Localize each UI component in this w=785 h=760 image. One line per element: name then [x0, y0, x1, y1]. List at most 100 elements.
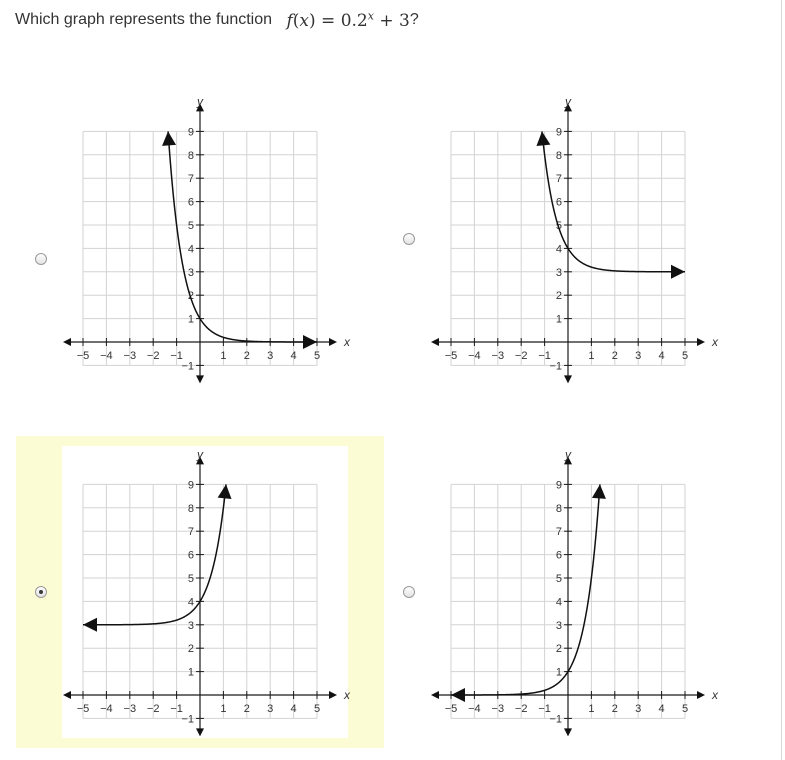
y-axis-label: y [564, 447, 572, 461]
eq-mid: ) = 0.2 [309, 10, 368, 31]
x-tick-label: −5 [445, 350, 458, 362]
x-tick-label: −2 [515, 703, 528, 715]
option-d-radio[interactable] [403, 586, 415, 598]
x-tick-label: −4 [100, 350, 113, 362]
y-axis-label: y [196, 94, 204, 108]
x-tick-label: −2 [147, 350, 160, 362]
y-tick-label: 5 [188, 220, 194, 232]
y-tick-label: 6 [556, 550, 562, 562]
question-text: Which graph represents the function f(x)… [15, 9, 419, 31]
y-tick-label: 7 [556, 173, 562, 185]
x-tick-label: 3 [635, 350, 641, 362]
x-tick-label: −5 [445, 703, 458, 715]
x-tick-label: −2 [515, 350, 528, 362]
curve-arrow-start [536, 131, 551, 147]
option-a-radio[interactable] [35, 253, 47, 265]
x-tick-label: −5 [77, 703, 90, 715]
y-axis-arrow-up [564, 103, 572, 112]
curve-arrow-start [83, 617, 98, 632]
y-tick-label: 4 [188, 243, 194, 255]
y-tick-label: 3 [556, 620, 562, 632]
y-tick-label: 8 [556, 503, 562, 515]
function-curve [451, 484, 601, 696]
eq-fname: f [286, 10, 293, 31]
x-axis-label: x [711, 688, 719, 702]
y-tick-label-negative: −1 [181, 713, 194, 725]
option-b-radio[interactable] [403, 233, 415, 245]
y-tick-label: 7 [188, 526, 194, 538]
y-tick-label: 3 [188, 620, 194, 632]
x-tick-label: 2 [244, 703, 250, 715]
function-curve [541, 131, 685, 273]
function-curve [167, 131, 317, 343]
curve-arrow-start [162, 131, 177, 146]
y-tick-label: 3 [188, 267, 194, 279]
x-axis-label: x [343, 335, 351, 349]
y-tick-label: 7 [556, 526, 562, 538]
x-tick-label: 1 [588, 350, 594, 362]
y-tick-label: 1 [188, 667, 194, 679]
y-tick-label: 7 [188, 173, 194, 185]
y-tick-label: 5 [556, 573, 562, 585]
y-tick-label: 8 [556, 150, 562, 162]
curve-arrow-end [670, 264, 685, 279]
x-tick-label: 1 [588, 703, 594, 715]
y-axis-label: y [196, 447, 204, 461]
y-tick-label: 8 [188, 503, 194, 515]
y-axis-arrow-down [564, 728, 572, 737]
y-tick-label: 2 [556, 643, 562, 655]
question-equation: f(x) = 0.2x + 3 [286, 9, 410, 31]
y-tick-label-negative: −1 [549, 360, 562, 372]
option-c-radio[interactable] [35, 586, 47, 598]
eq-exponent: x [367, 9, 374, 22]
x-tick-label: 4 [291, 350, 297, 362]
curve-arrow-end [591, 484, 606, 499]
y-tick-label: 2 [188, 643, 194, 655]
y-tick-label: 1 [188, 314, 194, 326]
y-tick-label: 5 [188, 573, 194, 585]
option-d-graph[interactable]: −5 −4 −3 −2 −1 1 2 3 4 5 1 2 3 4 5 6 7 8 9 −1 x y [428, 443, 719, 743]
y-tick-label: 4 [556, 243, 562, 255]
y-tick-label: 6 [188, 197, 194, 209]
y-tick-label: 4 [556, 596, 562, 608]
x-tick-label: −4 [100, 703, 113, 715]
x-tick-label: 4 [659, 703, 665, 715]
x-tick-label: −3 [492, 350, 505, 362]
x-tick-label: −1 [170, 350, 183, 362]
function-curve [83, 484, 227, 626]
y-axis-arrow-down [196, 728, 204, 737]
x-tick-label: −3 [492, 703, 505, 715]
x-tick-label: 2 [612, 703, 618, 715]
x-axis-arrow-right [329, 691, 337, 699]
x-tick-label: −4 [468, 350, 481, 362]
y-tick-label: 6 [556, 197, 562, 209]
x-axis-arrow-left [431, 338, 439, 346]
option-c-graph[interactable]: −5 −4 −3 −2 −1 1 2 3 4 5 1 2 3 4 5 6 7 8 9 −1 x y [60, 443, 351, 743]
y-tick-label: 6 [188, 550, 194, 562]
x-tick-label: 3 [267, 350, 273, 362]
y-tick-label-negative: −1 [549, 713, 562, 725]
x-axis-arrow-left [63, 691, 71, 699]
y-tick-label: 1 [556, 667, 562, 679]
x-tick-label: −3 [124, 350, 137, 362]
x-tick-label: 3 [267, 703, 273, 715]
x-tick-label: −5 [77, 350, 90, 362]
y-axis-arrow-down [196, 375, 204, 384]
x-tick-label: 4 [659, 350, 665, 362]
question-prefix: Which graph represents the function [15, 10, 273, 28]
question-suffix: ? [409, 10, 419, 28]
page-right-border [781, 0, 782, 760]
y-tick-label: 1 [556, 314, 562, 326]
x-tick-label: 2 [612, 350, 618, 362]
x-axis-arrow-right [697, 691, 705, 699]
x-tick-label: 5 [314, 703, 320, 715]
y-axis-arrow-down [564, 375, 572, 384]
x-axis-label: x [711, 335, 719, 349]
eq-tail: + 3 [373, 10, 410, 31]
y-tick-label: 4 [188, 596, 194, 608]
eq-var: x [299, 10, 310, 31]
curve-arrow-end [302, 334, 317, 349]
y-axis-arrow-up [196, 456, 204, 465]
